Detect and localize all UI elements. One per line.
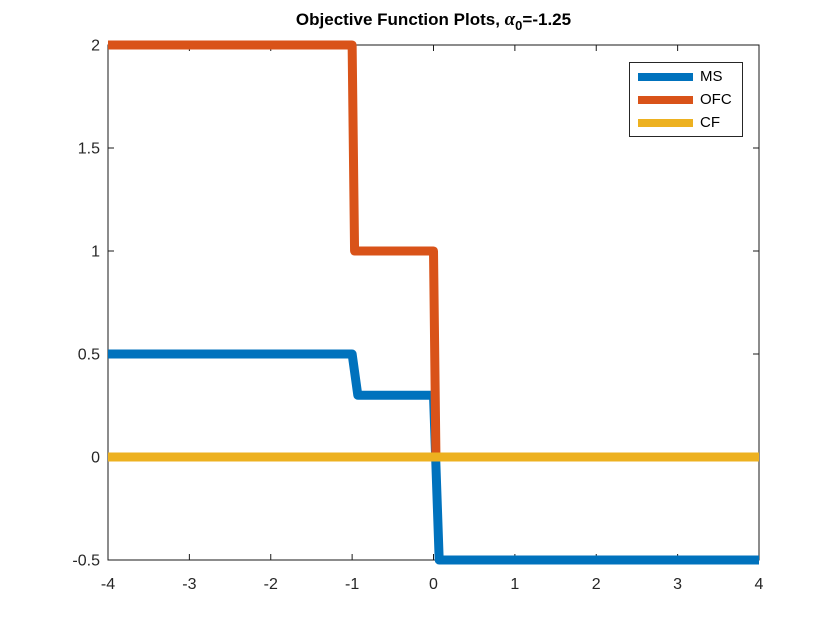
y-tick-label: 1: [91, 244, 100, 261]
y-tick-label: 0: [91, 450, 100, 467]
x-tick-label: 1: [510, 576, 519, 593]
x-tick-label: 3: [673, 576, 682, 593]
x-tick-label: 2: [592, 576, 601, 593]
x-tick-label: -3: [182, 576, 196, 593]
title-prefix: Objective Function Plots,: [295, 10, 505, 29]
legend-item-ms: MS: [630, 65, 742, 88]
legend-swatch-ms: [638, 72, 693, 81]
series-line-ms: [108, 349, 759, 565]
y-tick-label: 2: [91, 38, 100, 55]
title-suffix: =-1.25: [522, 10, 572, 29]
legend-label-cf: CF: [700, 114, 720, 131]
y-tick-label: 0.5: [78, 347, 100, 364]
legend-label-ofc: OFC: [700, 91, 732, 108]
x-tick-label: -1: [345, 576, 359, 593]
x-tick-label: 4: [755, 576, 764, 593]
legend-swatch-cf: [638, 118, 693, 127]
alpha-subscript: 0: [515, 18, 523, 33]
y-tick-label: -0.5: [72, 553, 100, 570]
legend-label-ms: MS: [700, 68, 723, 85]
legend-item-ofc: OFC: [630, 88, 742, 111]
alpha-symbol: α: [504, 9, 516, 30]
legend: MS OFC CF: [629, 62, 743, 137]
legend-item-cf: CF: [630, 111, 742, 134]
x-tick-label: -2: [264, 576, 278, 593]
x-tick-label: -4: [101, 576, 115, 593]
x-tick-label: 0: [429, 576, 438, 593]
chart-title: Objective Function Plots, α0=-1.25: [108, 9, 759, 33]
series-line-ofc: [108, 40, 441, 458]
y-tick-label: 1.5: [78, 141, 100, 158]
legend-swatch-ofc: [638, 95, 693, 104]
